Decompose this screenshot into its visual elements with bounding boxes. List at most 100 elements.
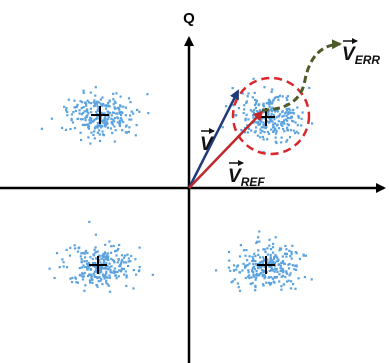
noise-dot xyxy=(262,271,265,274)
noise-dot xyxy=(233,264,236,267)
noise-dot xyxy=(262,102,265,105)
noise-dot xyxy=(245,113,248,116)
noise-dot xyxy=(73,127,77,130)
noise-dot xyxy=(87,127,90,130)
noise-dot xyxy=(136,108,139,111)
noise-dot xyxy=(96,122,99,125)
noise-dot xyxy=(79,255,82,258)
noise-dot xyxy=(65,107,68,110)
noise-dot xyxy=(274,136,277,139)
noise-dot xyxy=(58,266,61,269)
noise-dot xyxy=(254,102,258,105)
noise-dot xyxy=(241,92,244,95)
noise-dot xyxy=(132,269,135,272)
noise-dot xyxy=(286,116,289,120)
q-axis-label: Q xyxy=(183,10,195,27)
noise-dot xyxy=(263,277,266,280)
noise-dot xyxy=(251,268,254,271)
noise-dot xyxy=(102,252,105,255)
noise-dot xyxy=(96,131,99,134)
noise-dot xyxy=(281,269,284,272)
noise-dot xyxy=(247,118,250,121)
noise-dot xyxy=(108,240,111,243)
noise-dot xyxy=(124,270,127,273)
symbol: V xyxy=(228,166,242,187)
noise-dot xyxy=(96,105,99,108)
noise-dot xyxy=(286,98,289,102)
noise-dot xyxy=(120,260,123,263)
noise-dot xyxy=(122,267,125,271)
noise-dot xyxy=(74,247,77,250)
noise-dot xyxy=(261,262,264,265)
noise-dot xyxy=(113,117,117,120)
noise-dot xyxy=(291,264,294,267)
noise-dot xyxy=(268,117,272,121)
noise-dot xyxy=(84,284,87,287)
noise-dot xyxy=(101,96,104,99)
noise-dot xyxy=(93,99,96,102)
noise-dot xyxy=(103,274,107,277)
noise-dot xyxy=(251,282,254,285)
noise-dot xyxy=(248,274,251,277)
noise-dot xyxy=(83,260,86,263)
noise-dot xyxy=(120,268,123,271)
noise-dot xyxy=(263,105,266,108)
noise-dot xyxy=(70,113,73,116)
noise-dot xyxy=(288,267,291,270)
noise-dot xyxy=(104,251,107,254)
noise-dot xyxy=(93,137,96,140)
noise-dot xyxy=(254,121,258,124)
noise-dot xyxy=(100,104,103,107)
noise-dot xyxy=(271,277,274,280)
noise-dot xyxy=(61,258,64,261)
noise-dot xyxy=(276,270,279,274)
reference-vector xyxy=(188,110,264,189)
noise-dot xyxy=(267,120,270,123)
noise-dot xyxy=(278,280,281,283)
noise-dot xyxy=(98,272,101,275)
noise-dot xyxy=(113,100,116,103)
noise-dot xyxy=(106,264,109,268)
noise-dot xyxy=(273,276,277,279)
noise-dot xyxy=(132,112,135,115)
noise-dot xyxy=(263,270,266,273)
noise-dot xyxy=(98,254,101,257)
noise-dot xyxy=(130,110,133,113)
noise-dot xyxy=(272,261,275,264)
noise-dot xyxy=(123,256,126,259)
noise-dot xyxy=(96,117,99,120)
noise-dot xyxy=(273,267,276,270)
noise-dot xyxy=(300,117,303,120)
noise-dot xyxy=(91,281,94,284)
noise-dot xyxy=(259,272,262,275)
noise-dot xyxy=(85,265,88,269)
noise-dot xyxy=(108,266,111,269)
noise-dot xyxy=(134,134,137,137)
noise-dot xyxy=(98,123,101,126)
noise-dot xyxy=(257,266,260,269)
noise-dot xyxy=(277,258,280,261)
noise-dot xyxy=(311,122,314,125)
noise-dot xyxy=(95,103,98,106)
noise-dot xyxy=(87,112,90,115)
noise-dot xyxy=(237,107,240,110)
noise-dot xyxy=(242,111,245,115)
error-circle xyxy=(231,76,311,156)
noise-dot xyxy=(127,130,130,133)
noise-dot xyxy=(83,110,86,113)
noise-dot xyxy=(237,286,240,289)
noise-dot xyxy=(286,108,289,111)
noise-dot xyxy=(260,260,263,263)
noise-dot xyxy=(270,128,273,131)
noise-dot xyxy=(69,277,72,280)
noise-dot xyxy=(121,258,124,261)
noise-dot xyxy=(71,281,74,284)
ideal-point xyxy=(89,256,107,274)
noise-dot xyxy=(97,276,100,279)
noise-dot xyxy=(110,271,113,274)
noise-dot xyxy=(270,276,273,279)
noise-dot xyxy=(269,253,272,256)
noise-dot xyxy=(288,107,291,110)
noise-dot xyxy=(106,257,109,260)
noise-dot xyxy=(114,249,117,253)
